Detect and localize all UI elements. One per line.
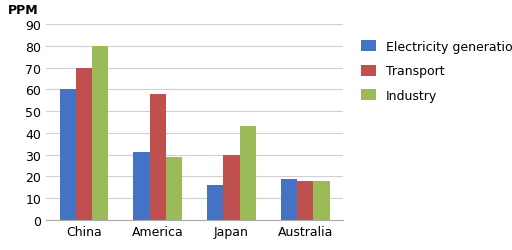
- Text: PPM: PPM: [8, 4, 38, 17]
- Bar: [150, 94, 166, 220]
- Bar: [133, 153, 150, 220]
- Bar: [281, 179, 297, 220]
- Legend: Electricity generation, Transport, Industry: Electricity generation, Transport, Indus…: [361, 41, 512, 102]
- Bar: [223, 155, 240, 220]
- Bar: [313, 181, 330, 220]
- Bar: [92, 47, 108, 220]
- Bar: [59, 90, 76, 220]
- Bar: [240, 127, 256, 220]
- Bar: [207, 185, 223, 220]
- Bar: [166, 157, 182, 220]
- Bar: [76, 68, 92, 220]
- Bar: [297, 181, 313, 220]
